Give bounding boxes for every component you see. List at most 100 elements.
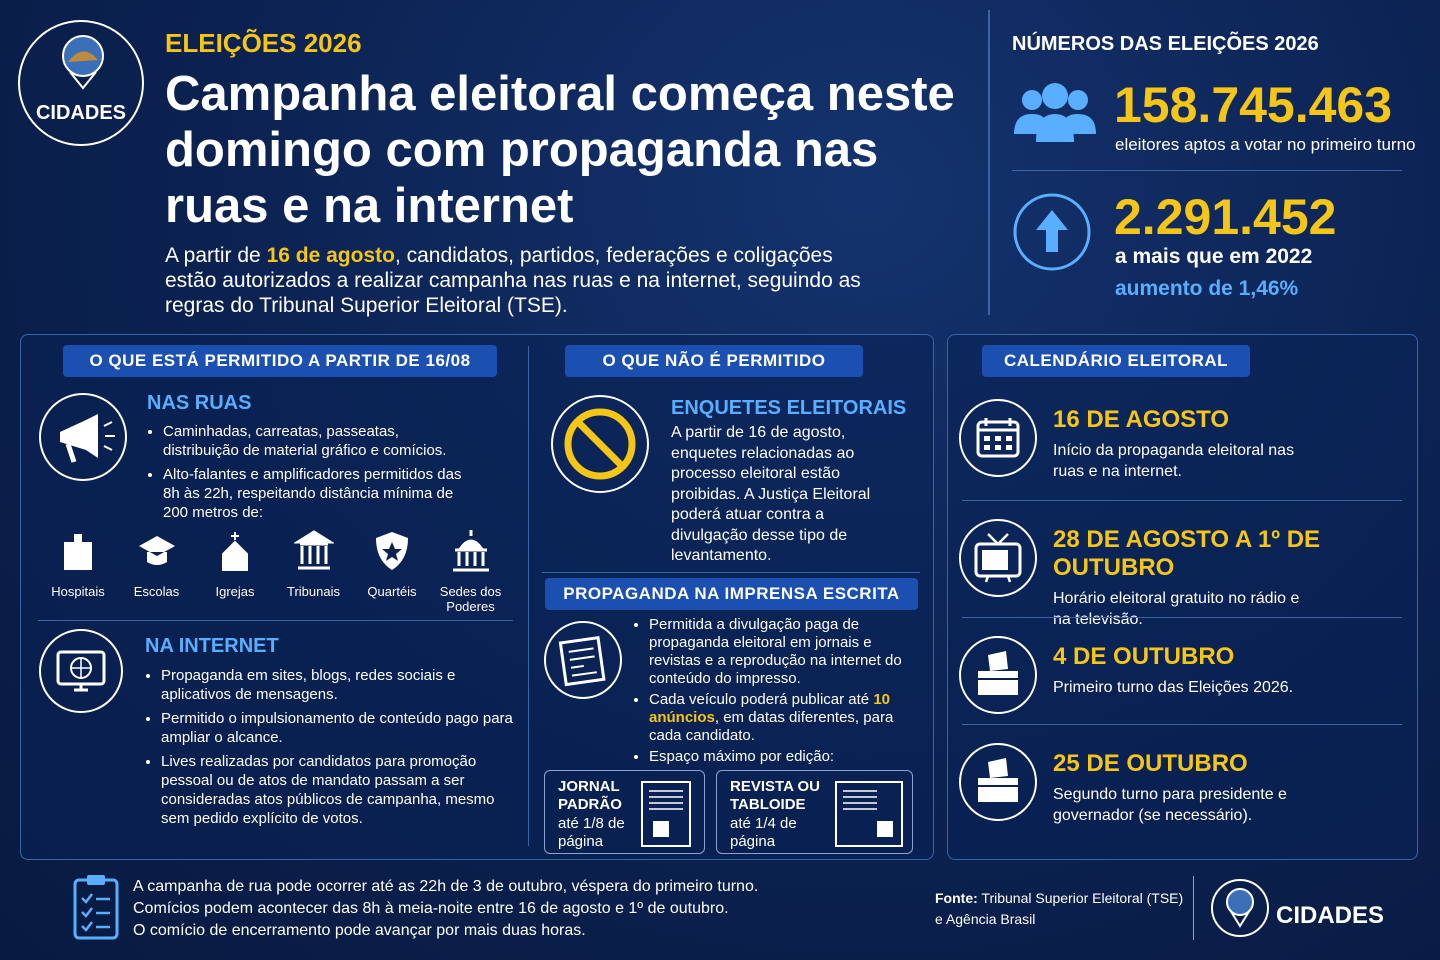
- people-icon: [1014, 83, 1096, 142]
- format-name: JORNAL PADRÃO: [558, 778, 622, 813]
- note: O comício de encerramento pode avançar p…: [133, 922, 586, 939]
- format-icon: [641, 781, 691, 847]
- text: , em datas diferentes, para cada candida…: [649, 709, 894, 744]
- event-date: 4 DE OUTUBRO: [1053, 643, 1235, 670]
- format-size: até 1/8 de página: [558, 815, 625, 850]
- newspaper-icon: [544, 621, 622, 699]
- separator: [38, 620, 513, 621]
- section-title: CALENDÁRIO ELEITORAL: [982, 345, 1250, 377]
- event-glyph: [959, 399, 1037, 477]
- lead-text: , candidatos, partidos, federações e col…: [165, 244, 861, 317]
- note: A campanha de rua pode ocorrer até as 22…: [133, 878, 759, 895]
- polls-title: ENQUETES ELEITORAIS: [671, 397, 907, 419]
- section-title: PROPAGANDA NA IMPRENSA ESCRITA: [545, 578, 918, 610]
- note: Comícios podem acontecer das 8h à meia-n…: [133, 900, 729, 917]
- checklist-icon: [73, 875, 119, 940]
- list-item: Permitido o impulsionamento de conteúdo …: [161, 709, 520, 747]
- event-glyph: [959, 636, 1037, 714]
- print-list: Permitida a divulgação paga de propagand…: [633, 616, 913, 771]
- event-date: 16 DE AGOSTO: [1053, 406, 1230, 433]
- voters-label: eleitores aptos a votar no primeiro turn…: [1115, 135, 1416, 154]
- separator: [962, 500, 1402, 501]
- computer-icon: [39, 629, 123, 713]
- internet-list: Propaganda em sites, blogs, redes sociai…: [145, 666, 520, 833]
- place-glyph: [292, 530, 335, 570]
- lead: A partir de 16 de agosto, candidatos, pa…: [165, 243, 885, 318]
- list-item: Caminhadas, carreatas, passeatas, distri…: [163, 422, 477, 460]
- divider: [528, 346, 529, 846]
- place-glyph: [222, 532, 248, 571]
- event-date: 28 DE AGOSTO A 1º DE OUTUBRO: [1053, 526, 1321, 581]
- event-icon: [958, 742, 1038, 822]
- event-text: Horário eleitoral gratuito no rádio e na…: [1053, 590, 1300, 628]
- increase-value: 2.291.452: [1114, 189, 1337, 245]
- format-glyph: [843, 790, 893, 837]
- event-glyph: [959, 743, 1037, 821]
- event-date: 25 DE OUTUBRO: [1053, 750, 1248, 777]
- format-box: REVISTA OU TABLOIDE até 1/4 de página: [716, 770, 913, 854]
- place-icon: [137, 530, 177, 574]
- event-icon: [958, 398, 1038, 478]
- internet-title: NA INTERNET: [145, 635, 279, 657]
- source-label: Fonte:: [935, 890, 978, 906]
- event-text: Segundo turno para presidente e governad…: [1053, 786, 1287, 824]
- streets-title: NAS RUAS: [147, 392, 252, 414]
- separator: [962, 724, 1402, 725]
- arrow-icon: [1013, 193, 1091, 271]
- streets-list: Caminhadas, carreatas, passeatas, distri…: [147, 422, 477, 527]
- lead-text: A partir de: [165, 244, 267, 267]
- logo-pin: [62, 35, 104, 90]
- megaphone-icon: [39, 393, 127, 481]
- footer-logo-icon: [1211, 879, 1269, 937]
- text: Cada veículo poderá publicar até: [649, 691, 874, 708]
- event-text: Primeiro turno das Eleições 2026.: [1053, 679, 1294, 696]
- list-item: Lives realizadas por candidatos para pro…: [161, 752, 520, 828]
- kicker: ELEIÇÕES 2026: [165, 28, 362, 58]
- calendar-panel: [947, 334, 1418, 860]
- event-glyph: [959, 519, 1037, 597]
- polls-text: A partir de 16 de agosto, enquetes relac…: [671, 424, 871, 564]
- list-item: Cada veículo poderá publicar até 10 anún…: [649, 691, 913, 745]
- event: 28 DE AGOSTO A 1º DE OUTUBRO Horário elei…: [1053, 526, 1403, 630]
- list-item: Propaganda em sites, blogs, redes sociai…: [161, 666, 520, 704]
- event-text: Início da propaganda eleitoral nas ruas …: [1053, 442, 1295, 480]
- source: Fonte: Tribunal Superior Eleitoral (TSE)…: [935, 888, 1185, 930]
- footer-notes: A campanha de rua pode ocorrer até as 22…: [133, 876, 758, 942]
- event: 16 DE AGOSTO Início da propaganda eleitor…: [1053, 406, 1403, 482]
- event: 25 DE OUTUBRO Segundo turno para presiden…: [1053, 750, 1403, 826]
- event-icon: [958, 635, 1038, 715]
- place-icon: [292, 530, 335, 574]
- lead-date: 16 de agosto: [266, 244, 395, 267]
- format-glyph: [649, 790, 683, 837]
- logo-text: CIDADES: [35, 102, 126, 124]
- place-label: Escolas: [133, 584, 180, 599]
- separator: [1012, 170, 1402, 171]
- event: 4 DE OUTUBRO Primeiro turno das Eleições …: [1053, 643, 1403, 698]
- voters-value: 158.745.463: [1114, 77, 1393, 133]
- separator: [542, 572, 920, 573]
- increase-growth: aumento de 1,46%: [1115, 277, 1299, 300]
- place-glyph: [64, 534, 92, 570]
- logo: CIDADES: [18, 20, 144, 146]
- place-label: Hospitais: [51, 584, 105, 599]
- footer-logo-text: CIDADES: [1276, 902, 1385, 929]
- highlight: 10 anúncios: [649, 691, 890, 726]
- format-size: até 1/4 de página: [730, 815, 797, 850]
- divider: [1193, 876, 1194, 940]
- format-icon: [835, 781, 903, 847]
- list-item: Permitida a divulgação paga de propagand…: [649, 616, 913, 688]
- section-title: O QUE ESTÁ PERMITIDO A PARTIR DE 16/08: [63, 345, 497, 377]
- place-label: Quartéis: [367, 584, 417, 599]
- headline: Campanha eleitoral começa neste domingo …: [165, 67, 955, 233]
- increase-label: a mais que em 2022: [1115, 245, 1313, 268]
- event-icon: [958, 518, 1038, 598]
- format-box: JORNAL PADRÃO até 1/8 de página: [544, 770, 705, 854]
- section-title: O QUE NÃO É PERMITIDO: [565, 345, 863, 377]
- divider: [988, 10, 990, 315]
- place-glyph: [376, 532, 408, 570]
- prohibited-icon: [551, 395, 649, 493]
- place-label: Tribunais: [287, 584, 340, 599]
- place-glyph: [138, 536, 175, 565]
- place-icon: [58, 530, 98, 574]
